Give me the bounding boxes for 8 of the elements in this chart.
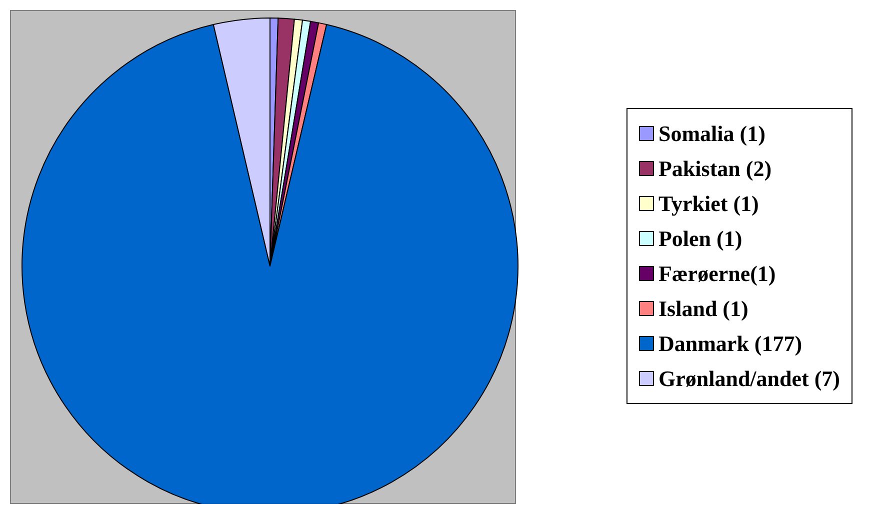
legend-label: Tyrkiet (1) bbox=[658, 191, 759, 216]
legend-label: Island (1) bbox=[658, 296, 748, 321]
legend-label: Færøerne(1) bbox=[658, 261, 776, 286]
legend-label: Pakistan (2) bbox=[658, 156, 772, 181]
legend-label: Somalia (1) bbox=[658, 121, 766, 146]
legend-label: Danmark (177) bbox=[658, 331, 802, 356]
legend-label: Polen (1) bbox=[658, 226, 742, 251]
legend-label: Grønland/andet (7) bbox=[658, 366, 840, 391]
